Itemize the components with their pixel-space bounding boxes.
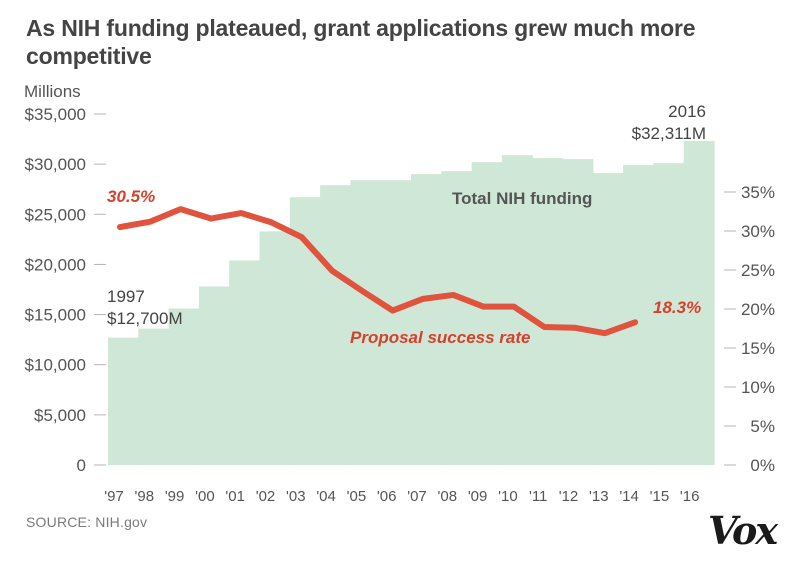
- x-tick-label: '13: [589, 488, 609, 505]
- x-tick-label: '15: [650, 488, 670, 505]
- annotation-start-year: 1997: [107, 287, 145, 306]
- left-axis-label: Millions: [24, 82, 81, 101]
- funding-bar: [350, 180, 382, 465]
- annotation-start-rate: 30.5%: [107, 187, 155, 206]
- funding-bar: [592, 173, 624, 465]
- vox-logo: Vox: [708, 508, 778, 553]
- x-tick-label: '01: [225, 488, 245, 505]
- x-tick-label: '97: [104, 488, 124, 505]
- annotation-start-funding: $12,700M: [107, 309, 183, 328]
- x-tick-label: '09: [468, 488, 488, 505]
- success-rate-polyline: [117, 206, 639, 337]
- left-tick-label: $30,000: [25, 155, 86, 174]
- right-tick-label: 15%: [741, 339, 775, 358]
- funding-bar: [471, 162, 503, 465]
- funding-bar: [380, 180, 412, 465]
- right-tick-label: 35%: [741, 183, 775, 202]
- x-tick-label: '12: [559, 488, 579, 505]
- annotation-end-year: 2016: [668, 102, 706, 121]
- funding-bar: [138, 328, 170, 465]
- left-tick-label: $10,000: [25, 356, 86, 375]
- funding-bar: [411, 174, 442, 465]
- funding-bar: [562, 159, 594, 465]
- right-tick-label: 25%: [741, 261, 775, 280]
- funding-bar: [653, 163, 685, 465]
- x-tick-label: '05: [347, 488, 367, 505]
- left-tick-label: $35,000: [25, 105, 86, 124]
- left-axis-ticks: 0 $5,000 $10,000 $15,000 $20,000 $25,000 $30,0…: [25, 105, 106, 475]
- funding-bar: [532, 158, 564, 465]
- right-tick-label: 0%: [750, 456, 775, 475]
- funding-series-label: Total NIH funding: [452, 189, 592, 208]
- x-tick-label: '02: [256, 488, 276, 505]
- x-tick-label: '03: [286, 488, 306, 505]
- x-tick-label: '08: [438, 488, 458, 505]
- funding-bar: [623, 165, 654, 465]
- annotation-end-rate: 18.3%: [653, 298, 701, 317]
- right-axis-ticks: 0% 5% 10% 15% 20% 25% 30% 35%: [724, 183, 775, 475]
- funding-bars: [108, 140, 715, 466]
- x-tick-label: '99: [165, 488, 185, 505]
- right-tick-label: 5%: [750, 417, 775, 436]
- x-tick-label: '14: [619, 488, 639, 505]
- right-tick-label: 30%: [741, 222, 775, 241]
- x-tick-label: '98: [135, 488, 155, 505]
- left-tick-label: $5,000: [34, 406, 86, 425]
- x-tick-label: '10: [498, 488, 518, 505]
- left-tick-label: 0: [77, 456, 86, 475]
- annotation-end-funding: $32,311M: [632, 124, 706, 143]
- x-tick-label: '11: [529, 488, 547, 505]
- funding-bar: [198, 286, 230, 465]
- chart-title: As NIH funding plateaued, grant applicat…: [26, 15, 696, 69]
- x-tick-label: '07: [407, 488, 427, 505]
- x-tick-label: '16: [680, 488, 700, 505]
- funding-bar: [683, 140, 715, 465]
- funding-bar: [320, 185, 351, 465]
- x-axis-ticks: '97 '98 '99 '00 '01 '02 '03 '04 '05 '06 '07 '08 '09 '…: [104, 488, 699, 505]
- source-note: SOURCE: NIH.gov: [26, 514, 148, 530]
- left-tick-label: $20,000: [25, 255, 86, 274]
- x-tick-label: '06: [377, 488, 397, 505]
- funding-bar: [168, 308, 200, 465]
- funding-bar: [441, 171, 473, 466]
- funding-bar: [108, 337, 139, 465]
- right-tick-label: 20%: [741, 300, 775, 319]
- left-tick-label: $25,000: [25, 205, 86, 224]
- left-tick-label: $15,000: [25, 306, 86, 325]
- right-tick-label: 10%: [741, 378, 775, 397]
- funding-bar: [259, 231, 291, 465]
- rate-series-label: Proposal success rate: [350, 328, 530, 347]
- x-tick-label: '04: [316, 488, 336, 505]
- success-rate-line: [117, 206, 639, 337]
- funding-bar: [229, 260, 261, 465]
- x-tick-label: '00: [195, 488, 215, 505]
